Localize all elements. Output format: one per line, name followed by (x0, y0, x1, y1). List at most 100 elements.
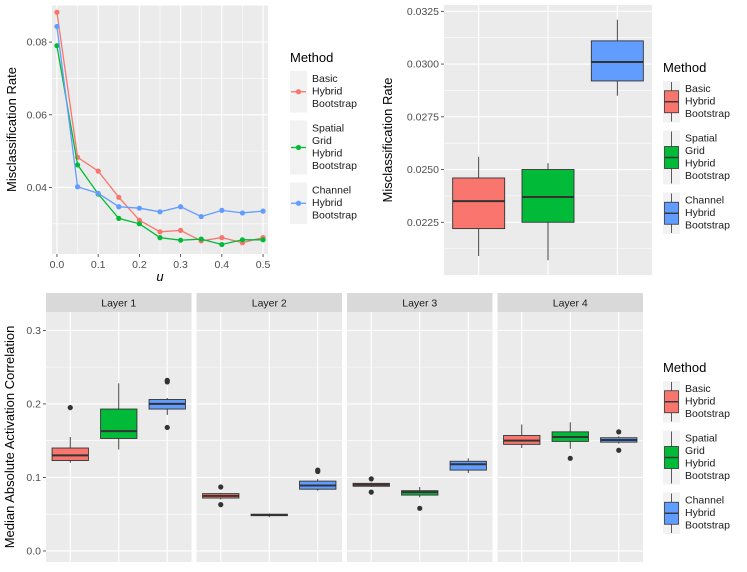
legend-box-top-label-basic: Hybrid (685, 96, 716, 108)
legend-line-label-channel: Hybrid (312, 197, 343, 209)
legend-line-label-basic: Hybrid (312, 86, 343, 98)
data-point-spatial (219, 241, 225, 248)
legend-line-label-channel: Bootstrap (312, 210, 357, 222)
data-point-channel (198, 213, 204, 220)
data-point-spatial (116, 215, 122, 221)
legend-box-top-label-channel: Hybrid (685, 207, 716, 219)
legend-line-chart: MethodBasicHybridBootstrapSpatialGridHyb… (290, 50, 357, 224)
data-point-channel (157, 209, 163, 215)
facet-box-basic-outlier (368, 476, 374, 482)
legend-box-top-label-spatial: Grid (685, 145, 705, 157)
facet-box-channel-outlier (616, 447, 622, 453)
legend-box-facets-label-spatial: Grid (685, 445, 705, 457)
data-point-channel (219, 207, 225, 213)
facet-box-channel-outlier (164, 377, 170, 383)
facet-strip (497, 293, 643, 312)
legend-box-facets: MethodBasicHybridBootstrapSpatialGridHyb… (663, 360, 730, 534)
facet-box-basic-outlier (218, 502, 224, 508)
data-point-channel (116, 204, 122, 210)
data-point-spatial (157, 235, 163, 241)
facet-strip-label: Layer 1 (101, 298, 136, 310)
data-point-spatial (136, 221, 142, 227)
box-top-spatial-box (521, 169, 575, 223)
legend-box-facets-label-channel: Bootstrap (685, 520, 730, 532)
facets-y-axis-title: Median Absolute Activation Correlation (2, 326, 17, 549)
line-xtick-label: 0.2 (132, 259, 147, 271)
box-top-y-axis-title: Misclassification Rate (380, 78, 395, 203)
data-point-basic (136, 217, 142, 223)
facet-box-channel-outlier (315, 467, 321, 473)
line-xtick-label: 0.5 (256, 259, 271, 271)
data-point-channel (178, 204, 184, 210)
legend-box-facets-label-basic: Hybrid (685, 396, 716, 408)
facets-ytick-label: 0.1 (26, 472, 41, 484)
data-point-basic (157, 229, 163, 235)
data-point-spatial (178, 237, 184, 243)
data-point-spatial (239, 237, 246, 243)
facet-box-spatial-box (100, 408, 138, 439)
legend-box-top-label-spatial: Hybrid (685, 158, 716, 170)
data-point-basic (54, 9, 60, 15)
line-xtick-label: 0.3 (173, 259, 188, 271)
facet-strip-label: Layer 4 (553, 298, 588, 310)
data-point-spatial (260, 237, 266, 243)
facet-box-channel-outlier (616, 429, 622, 435)
box-top-ytick-label: 0.0225 (407, 217, 439, 229)
legend-box-facets-label-basic: Basic (685, 383, 711, 395)
facet-3: Layer 3 (347, 293, 493, 562)
data-point-channel (260, 208, 266, 214)
facet-box-basic-outlier (218, 484, 224, 490)
facets-ytick-label: 0.3 (26, 325, 41, 337)
legend-line-label-spatial: Bootstrap (312, 160, 357, 172)
line-xtick-label: 0.0 (50, 259, 65, 271)
data-point-channel (136, 205, 142, 211)
legend-key-point-channel (295, 200, 302, 206)
legend-box-facets-label-spatial: Spatial (685, 433, 717, 445)
data-point-channel (239, 210, 246, 216)
box-top-ytick-label: 0.0250 (407, 164, 439, 176)
legend-key-point-basic (295, 89, 302, 95)
line-xtick-label: 0.4 (215, 259, 230, 271)
legend-box-facets-label-channel: Channel (685, 495, 724, 507)
legend-box-top-label-channel: Channel (685, 195, 724, 207)
data-point-channel (95, 190, 101, 196)
data-point-channel (74, 184, 81, 190)
facet-box-spatial-outlier (417, 505, 423, 511)
box-top-basic-box (452, 177, 506, 230)
data-point-basic (219, 235, 225, 241)
legend-line-title: Method (290, 50, 333, 65)
legend-key-point-spatial (295, 144, 302, 151)
legend-box-top-label-basic: Bootstrap (685, 108, 730, 120)
facet-strip-label: Layer 2 (252, 298, 287, 310)
facet-2: Layer 2 (196, 293, 342, 562)
facet-box-channel-box (449, 460, 487, 471)
legend-line-label-basic: Bootstrap (312, 98, 357, 110)
data-point-spatial (54, 43, 60, 49)
line-xtick-label: 0.1 (91, 259, 106, 271)
legend-line-label-spatial: Grid (312, 135, 332, 147)
legend-box-facets-label-spatial: Bootstrap (685, 470, 730, 482)
data-point-basic (116, 194, 122, 200)
facet-box-basic-outlier (368, 489, 374, 495)
legend-box-facets-title: Method (663, 360, 706, 375)
facets-ytick-label: 0.0 (26, 545, 41, 557)
line-ytick-label: 0.08 (27, 37, 48, 49)
box-chart-facets: Median Absolute Activation Correlation La… (2, 293, 643, 562)
data-point-spatial (74, 162, 81, 168)
legend-box-facets-label-channel: Hybrid (685, 507, 716, 519)
legend-box-top-label-spatial: Bootstrap (685, 170, 730, 182)
facet-box-basic-box (51, 447, 89, 461)
facet-box-basic-outlier (67, 404, 73, 411)
facet-strip (347, 293, 493, 312)
legend-box-top-title: Method (663, 60, 706, 75)
data-point-spatial (198, 236, 204, 242)
facet-1: Layer 1 (46, 293, 192, 562)
box-top-ytick-label: 0.0300 (407, 59, 439, 71)
data-point-basic (95, 168, 101, 174)
box-top-ytick-label: 0.0325 (407, 6, 439, 18)
box-chart-top: 0.0225 0.0250 0.0275 0.0300 0.0325 Misclassif… (380, 5, 652, 275)
line-ytick-label: 0.06 (27, 109, 48, 121)
legend-line-label-basic: Basic (312, 73, 338, 85)
legend-box-facets-label-basic: Bootstrap (685, 408, 730, 420)
